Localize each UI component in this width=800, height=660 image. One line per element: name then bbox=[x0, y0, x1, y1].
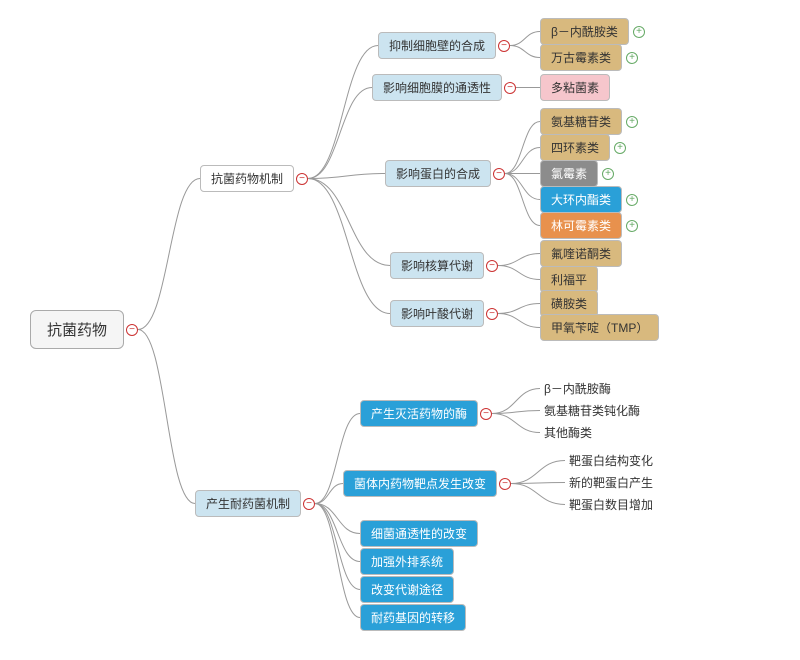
node-membrane[interactable]: 影响细胞膜的通透性 bbox=[372, 74, 502, 101]
leaf-protein-2: 氯霉素 bbox=[540, 160, 598, 187]
node-gene[interactable]: 耐药基因的转移 bbox=[360, 604, 466, 631]
leaf-protein-0-expand-icon[interactable]: + bbox=[626, 116, 638, 128]
node-folate[interactable]: 影响叶酸代谢 bbox=[390, 300, 484, 327]
leaf-protein-0: 氨基糖苷类 bbox=[540, 108, 622, 135]
node-folate-collapse-icon[interactable]: − bbox=[486, 308, 498, 320]
leaf-protein-1-expand-icon[interactable]: + bbox=[614, 142, 626, 154]
leaf-wall-0-expand-icon[interactable]: + bbox=[633, 26, 645, 38]
node-enzyme-collapse-icon[interactable]: − bbox=[480, 408, 492, 420]
leaf-wall-1-expand-icon[interactable]: + bbox=[626, 52, 638, 64]
leaf-protein-4-expand-icon[interactable]: + bbox=[626, 220, 638, 232]
leaf-folate-0: 磺胺类 bbox=[540, 290, 598, 317]
leaf-protein-1: 四环素类 bbox=[540, 134, 610, 161]
leaf-target-0: 靶蛋白结构变化 bbox=[565, 450, 657, 471]
node-wall-collapse-icon[interactable]: − bbox=[498, 40, 510, 52]
leaf-protein-3: 大环内酯类 bbox=[540, 186, 622, 213]
leaf-nucleic-1: 利福平 bbox=[540, 266, 598, 293]
leaf-nucleic-0: 氟喹诺酮类 bbox=[540, 240, 622, 267]
node-target-collapse-icon[interactable]: − bbox=[499, 478, 511, 490]
leaf-wall-1: 万古霉素类 bbox=[540, 44, 622, 71]
node-perm[interactable]: 细菌通透性的改变 bbox=[360, 520, 478, 547]
node-membrane-collapse-icon[interactable]: − bbox=[504, 82, 516, 94]
node-enzyme[interactable]: 产生灭活药物的酶 bbox=[360, 400, 478, 427]
root-node[interactable]: 抗菌药物 bbox=[30, 310, 124, 349]
leaf-folate-1: 甲氧苄啶（TMP） bbox=[540, 314, 659, 341]
node-efflux[interactable]: 加强外排系统 bbox=[360, 548, 454, 575]
leaf-enzyme-0: β－内酰胺酶 bbox=[540, 378, 615, 399]
node-protein[interactable]: 影响蛋白的合成 bbox=[385, 160, 491, 187]
leaf-protein-4: 林可霉素类 bbox=[540, 212, 622, 239]
leaf-membrane-0: 多粘菌素 bbox=[540, 74, 610, 101]
node-wall[interactable]: 抑制细胞壁的合成 bbox=[378, 32, 496, 59]
branch-mech[interactable]: 抗菌药物机制 bbox=[200, 165, 294, 192]
leaf-target-1: 新的靶蛋白产生 bbox=[565, 472, 657, 493]
leaf-protein-3-expand-icon[interactable]: + bbox=[626, 194, 638, 206]
leaf-wall-0: β－内酰胺类 bbox=[540, 18, 629, 45]
branch-mech-collapse-icon[interactable]: − bbox=[296, 173, 308, 185]
leaf-enzyme-2: 其他酶类 bbox=[540, 422, 596, 443]
root-collapse-icon[interactable]: − bbox=[126, 324, 138, 336]
branch-resist[interactable]: 产生耐药菌机制 bbox=[195, 490, 301, 517]
node-target[interactable]: 菌体内药物靶点发生改变 bbox=[343, 470, 497, 497]
branch-resist-collapse-icon[interactable]: − bbox=[303, 498, 315, 510]
node-nucleic-collapse-icon[interactable]: − bbox=[486, 260, 498, 272]
node-meta[interactable]: 改变代谢途径 bbox=[360, 576, 454, 603]
node-protein-collapse-icon[interactable]: − bbox=[493, 168, 505, 180]
leaf-enzyme-1: 氨基糖苷类钝化酶 bbox=[540, 400, 644, 421]
leaf-target-2: 靶蛋白数目增加 bbox=[565, 494, 657, 515]
node-nucleic[interactable]: 影响核算代谢 bbox=[390, 252, 484, 279]
leaf-protein-2-expand-icon[interactable]: + bbox=[602, 168, 614, 180]
